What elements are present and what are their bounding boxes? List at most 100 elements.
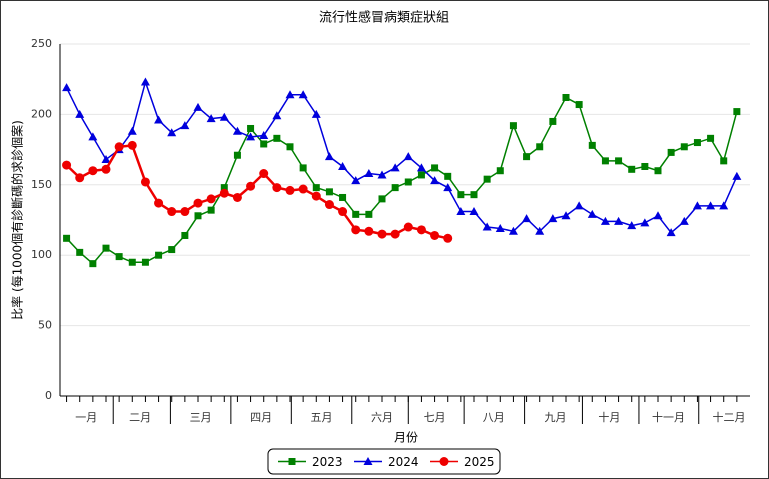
- point: [720, 157, 728, 165]
- point: [219, 112, 229, 121]
- point: [246, 181, 256, 191]
- y-tick-label: 0: [45, 389, 52, 402]
- point: [154, 198, 164, 208]
- point: [390, 229, 400, 239]
- point: [733, 108, 741, 116]
- point: [654, 167, 662, 175]
- point: [285, 90, 295, 99]
- point: [180, 207, 190, 217]
- point: [496, 167, 504, 175]
- x-tick-label: 七月: [424, 411, 446, 424]
- point: [457, 191, 465, 199]
- point: [168, 246, 176, 254]
- point: [470, 191, 478, 199]
- point: [311, 191, 321, 201]
- point: [614, 216, 624, 225]
- point: [549, 117, 557, 125]
- point: [628, 165, 636, 173]
- point: [273, 134, 281, 142]
- point: [140, 77, 150, 86]
- point: [259, 169, 269, 179]
- point: [364, 226, 374, 236]
- point: [140, 177, 150, 187]
- point: [352, 210, 360, 218]
- x-tick-label: 九月: [544, 411, 566, 424]
- point: [101, 164, 111, 174]
- point: [391, 184, 399, 192]
- point: [180, 121, 190, 130]
- point: [536, 143, 544, 151]
- point: [417, 171, 425, 179]
- point: [431, 164, 439, 172]
- point: [351, 176, 361, 185]
- legend-marker: [288, 458, 296, 465]
- point: [666, 228, 676, 237]
- point: [339, 193, 347, 201]
- point: [456, 207, 466, 216]
- point: [167, 128, 177, 137]
- point: [127, 126, 137, 135]
- point: [653, 211, 663, 220]
- point: [680, 143, 688, 151]
- point: [155, 251, 163, 259]
- point: [167, 207, 177, 217]
- point: [692, 201, 702, 210]
- point: [259, 131, 269, 140]
- point: [403, 222, 413, 232]
- point: [207, 206, 215, 214]
- point: [482, 222, 492, 231]
- point: [719, 201, 729, 210]
- point: [522, 214, 532, 223]
- x-tick-label: 八月: [483, 411, 505, 424]
- legend-label: 2023: [312, 455, 343, 469]
- legend-marker: [439, 457, 449, 466]
- point: [312, 184, 320, 192]
- point: [206, 194, 216, 204]
- point: [220, 184, 228, 192]
- point: [509, 122, 517, 130]
- point: [404, 178, 412, 186]
- point: [403, 152, 413, 161]
- y-axis-title: 比率 (每1000個有診斷碼的求診個案): [10, 120, 25, 320]
- point: [286, 143, 294, 151]
- point: [232, 192, 242, 202]
- series-line: [66, 96, 738, 265]
- point: [246, 132, 256, 141]
- x-tick-label: 二月: [129, 411, 151, 424]
- point: [338, 161, 348, 170]
- point: [523, 153, 531, 161]
- point: [114, 142, 124, 152]
- point: [76, 248, 84, 256]
- point: [89, 260, 97, 268]
- point: [299, 164, 307, 172]
- point: [615, 157, 623, 165]
- point: [75, 109, 85, 118]
- y-tick-label: 50: [38, 319, 52, 332]
- point: [324, 200, 334, 210]
- point: [443, 183, 453, 192]
- y-tick-label: 250: [31, 37, 52, 50]
- x-tick-label: 一月: [75, 411, 97, 424]
- point: [641, 162, 649, 170]
- point: [206, 114, 216, 123]
- point: [101, 154, 111, 163]
- point: [575, 101, 583, 109]
- point: [193, 198, 203, 208]
- point: [194, 212, 202, 220]
- point: [88, 132, 98, 141]
- point: [232, 126, 242, 135]
- point: [706, 201, 716, 210]
- legend-label: 2025: [464, 455, 495, 469]
- y-tick-label: 150: [31, 178, 52, 191]
- point: [548, 214, 558, 223]
- y-tick-label: 200: [31, 107, 52, 120]
- point: [562, 94, 570, 102]
- point: [707, 134, 715, 142]
- point: [63, 234, 71, 242]
- legend-marker: [363, 457, 373, 465]
- point: [324, 152, 334, 161]
- point: [233, 151, 241, 159]
- legend-label: 2024: [388, 455, 419, 469]
- point: [260, 140, 268, 148]
